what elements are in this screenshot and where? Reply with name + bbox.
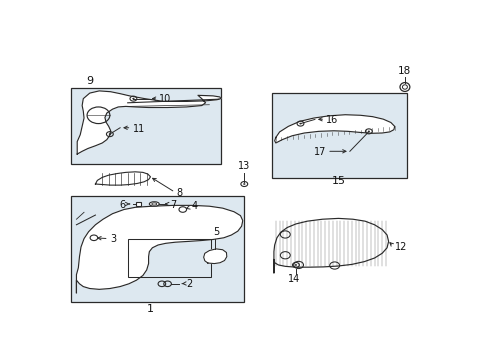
Bar <box>71 87 220 164</box>
Text: 2: 2 <box>186 279 192 289</box>
Text: 8: 8 <box>176 188 182 198</box>
Polygon shape <box>76 205 243 293</box>
Ellipse shape <box>400 82 410 91</box>
Polygon shape <box>274 219 389 273</box>
Circle shape <box>243 183 245 185</box>
Text: 9: 9 <box>86 76 93 86</box>
Text: 6: 6 <box>120 199 126 210</box>
Polygon shape <box>77 91 220 154</box>
Circle shape <box>295 264 297 266</box>
Text: 3: 3 <box>110 234 116 244</box>
Text: 16: 16 <box>326 115 339 125</box>
Ellipse shape <box>402 85 407 89</box>
Bar <box>272 93 407 177</box>
Polygon shape <box>96 172 150 185</box>
Text: 13: 13 <box>238 161 250 171</box>
Circle shape <box>368 131 370 132</box>
Text: 15: 15 <box>331 176 345 186</box>
Text: 11: 11 <box>133 123 145 134</box>
Bar <box>136 202 142 206</box>
Circle shape <box>109 133 111 135</box>
Text: 12: 12 <box>394 242 407 252</box>
Polygon shape <box>204 249 227 264</box>
Text: 7: 7 <box>171 199 177 210</box>
Text: 5: 5 <box>213 227 220 237</box>
Circle shape <box>132 98 135 99</box>
Text: 4: 4 <box>192 201 197 211</box>
Circle shape <box>299 123 302 125</box>
Ellipse shape <box>152 203 157 205</box>
Ellipse shape <box>149 202 159 206</box>
Polygon shape <box>275 115 394 143</box>
Bar <box>71 195 244 302</box>
Text: 14: 14 <box>288 274 300 284</box>
Text: 10: 10 <box>159 94 171 104</box>
Text: 17: 17 <box>314 147 326 157</box>
Text: 1: 1 <box>147 304 154 314</box>
Bar <box>128 239 211 278</box>
Text: 18: 18 <box>398 67 412 76</box>
